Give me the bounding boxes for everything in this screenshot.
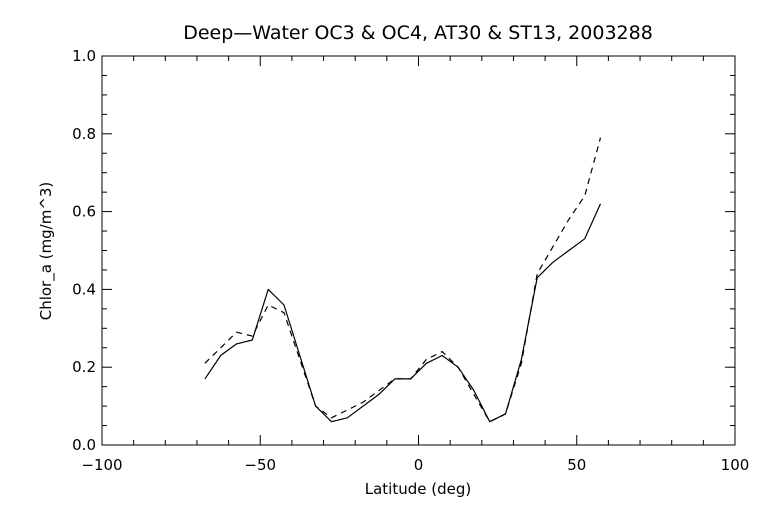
axis-ticks — [101, 55, 736, 446]
x-tick-label: −50 — [244, 456, 276, 474]
x-axis-label: Latitude (deg) — [365, 480, 471, 498]
chart-title: Deep—Water OC3 & OC4, AT30 & ST13, 20032… — [183, 22, 653, 44]
y-tick-label: 0.2 — [72, 358, 96, 376]
y-tick-label: 0.8 — [72, 125, 96, 143]
x-tick-label: −100 — [81, 456, 122, 474]
y-tick-label: 0.4 — [72, 280, 96, 298]
plot-frame — [101, 55, 736, 446]
series-line-dashed — [204, 137, 602, 423]
series-layer — [204, 137, 602, 423]
y-tick-label: 1.0 — [72, 47, 96, 65]
y-tick-label: 0.0 — [72, 436, 96, 454]
x-tick-label: 50 — [567, 456, 586, 474]
axis-tick-labels: −100 −50 0 50 100 0.0 0.2 0.4 0.6 0.8 1.0 — [72, 47, 749, 474]
series-line-solid — [204, 203, 602, 423]
y-axis-label: Chlor_a (mg/m^3) — [37, 182, 56, 321]
y-tick-label: 0.6 — [72, 203, 96, 221]
x-tick-label: 0 — [414, 456, 424, 474]
x-tick-label: 100 — [721, 456, 750, 474]
